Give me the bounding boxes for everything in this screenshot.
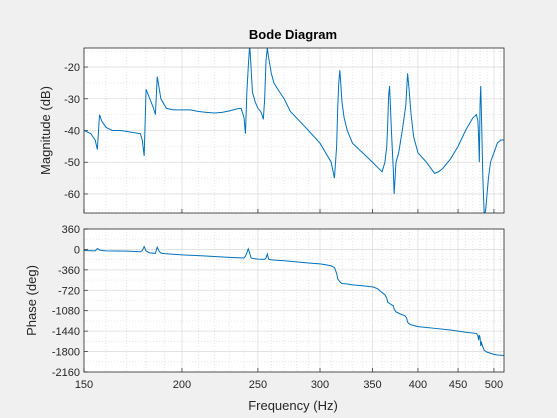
- ytick-label: -2160: [52, 367, 80, 379]
- series-line: [84, 245, 504, 357]
- ytick-label: -720: [58, 285, 80, 297]
- xtick-label: 200: [173, 379, 191, 391]
- ytick-label: -30: [64, 94, 80, 106]
- xtick-label: 150: [75, 379, 93, 391]
- ytick-label: -1440: [52, 326, 80, 338]
- ytick-label: 0: [74, 244, 80, 256]
- ytick-label: -60: [64, 189, 80, 201]
- xtick-label: 350: [363, 379, 381, 391]
- ytick-label: -360: [58, 265, 80, 277]
- axes-frame: [83, 228, 505, 373]
- ytick-label: -1080: [52, 306, 80, 318]
- ytick-label: -50: [64, 157, 80, 169]
- xtick-label: 500: [485, 379, 503, 391]
- chart-title: Bode Diagram: [249, 27, 337, 42]
- ytick-label: -40: [64, 126, 80, 138]
- magnitude-axes: -20 -30 -40 -50 -60: [64, 47, 505, 214]
- ytick-label: -20: [64, 62, 80, 74]
- xtick-label: 250: [249, 379, 267, 391]
- series-line: [84, 48, 504, 213]
- frequency-xlabel: Frequency (Hz): [248, 398, 338, 413]
- ytick-label: -1800: [52, 347, 80, 359]
- phase-ylabel: Phase (deg): [24, 265, 39, 336]
- xtick-label: 450: [449, 379, 467, 391]
- xtick-label: 300: [311, 379, 329, 391]
- xtick-label: 400: [409, 379, 427, 391]
- ytick-label: 360: [62, 224, 80, 236]
- magnitude-ylabel: Magnitude (dB): [38, 86, 53, 175]
- axes-frame: [83, 47, 505, 214]
